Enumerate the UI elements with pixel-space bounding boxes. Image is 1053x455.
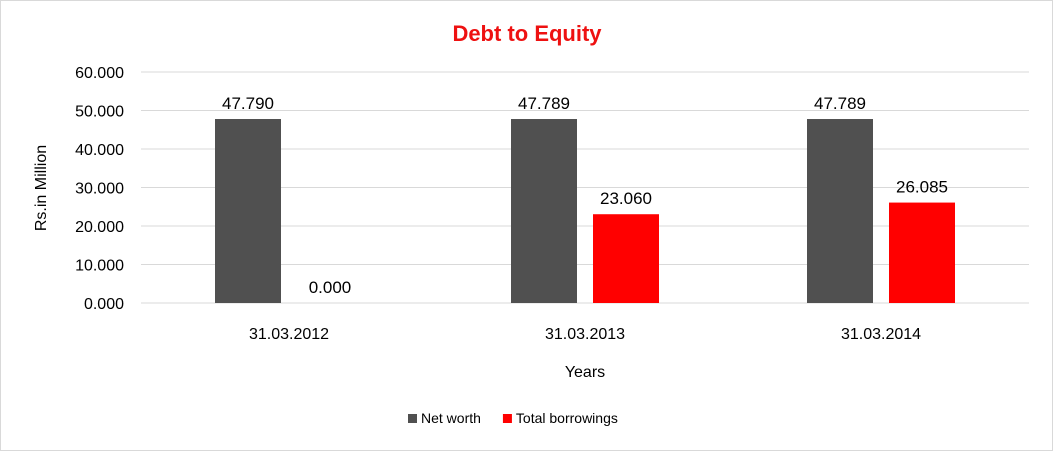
legend-swatch [502,414,512,423]
legend-label: Total borrowings [516,410,618,426]
y-tick-label: 30.000 [75,181,124,198]
bar-net-worth [511,119,577,303]
x-tick-label: 31.03.2014 [841,326,921,343]
legend: Net worth Total borrowings [408,410,618,426]
bar-total-borrowings [889,202,955,303]
bar-total-borrowings [593,214,659,303]
bar-net-worth [807,119,873,303]
legend-swatch [408,414,417,423]
data-labels: 47.790 0.000 47.789 23.060 47.789 26.085 [222,94,948,297]
data-label: 23.060 [600,189,652,208]
x-axis-label: Years [565,364,605,381]
y-tick-label: 60.000 [75,65,124,82]
data-label: 0.000 [309,278,352,297]
y-tick-label: 0.000 [84,296,124,313]
legend-label: Net worth [421,410,481,426]
data-label: 47.790 [222,94,274,113]
x-tick-label: 31.03.2013 [545,326,625,343]
y-tick-label: 20.000 [75,219,124,236]
y-tick-label: 50.000 [75,104,124,121]
bar-net-worth [215,119,281,303]
chart-title: Debt to Equity [452,21,602,46]
y-axis-label: Rs.in Million [33,145,50,231]
y-tick-label: 10.000 [75,258,124,275]
y-tick-label: 40.000 [75,142,124,159]
gridlines [141,71,1029,304]
data-label: 26.085 [896,178,948,197]
x-axis-categories: 31.03.2012 31.03.2013 31.03.2014 [249,326,921,343]
bars [215,119,955,303]
data-label: 47.789 [518,94,570,113]
x-tick-label: 31.03.2012 [249,326,329,343]
data-label: 47.789 [814,94,866,113]
y-axis-ticks: 0.000 10.000 20.000 30.000 40.000 50.000 60.00… [75,65,124,313]
